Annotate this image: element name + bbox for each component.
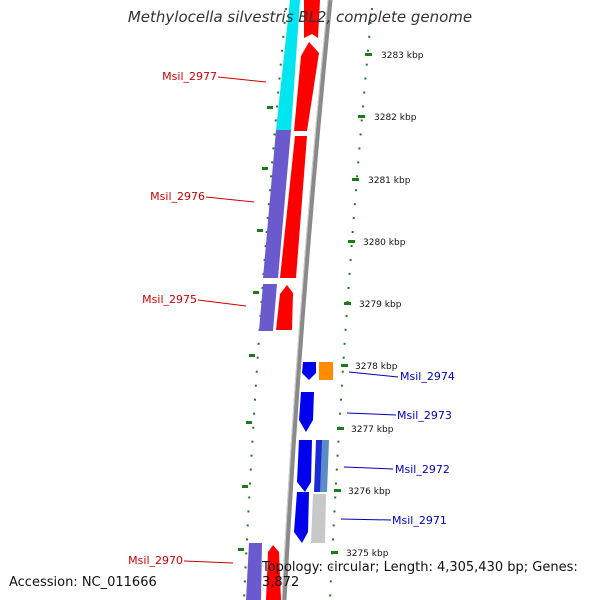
tick-dash (257, 229, 263, 232)
gene-block-msil-2971-gray[interactable] (311, 494, 326, 543)
label-leader (343, 466, 394, 470)
tick-dash (246, 421, 252, 424)
gene-block-msil-2977-cyan[interactable] (276, 0, 300, 130)
label-leader (217, 76, 267, 83)
scale-ticks: 3283 kbp 3282 kbp 3281 kbp 3280 kbp 3279… (331, 51, 424, 559)
gene-block-msil-2976-purple[interactable] (263, 130, 291, 278)
gene-arrow-red-2[interactable] (294, 42, 319, 131)
gene-label-right[interactable]: Msil_2973 (397, 409, 452, 422)
tick-label: 3279 kbp (359, 300, 402, 310)
label-leader (340, 518, 392, 521)
label-leader (205, 196, 255, 203)
tick-label: 3276 kbp (348, 487, 391, 497)
tick-mark (344, 302, 351, 305)
gene-block-msil-2970-purple[interactable] (246, 543, 262, 600)
gene-block-msil-2974-orange[interactable] (319, 362, 333, 380)
gene-label-left[interactable]: Msil_2976 (150, 190, 205, 203)
tick-mark (348, 240, 355, 243)
label-leader (183, 560, 234, 564)
gene-arrow-red-3[interactable] (280, 136, 307, 278)
gene-label-right[interactable]: Msil_2971 (392, 514, 447, 527)
gene-arrow-msil-2974-blue[interactable] (302, 362, 316, 380)
topology-text: Topology: circular; Length: 4,305,430 bp… (262, 560, 578, 590)
right-gene-labels: Msil_2974 Msil_2973 Msil_2972 Msil_2971 (340, 370, 455, 527)
tick-dash (262, 167, 268, 170)
tick-dash (249, 354, 255, 357)
tick-label: 3278 kbp (355, 362, 398, 372)
tick-label: 3281 kbp (368, 176, 411, 186)
tick-label: 3277 kbp (351, 425, 394, 435)
tick-mark (358, 115, 365, 118)
gene-block-msil-2975-purple[interactable] (259, 284, 277, 331)
gene-arrow-red-4[interactable] (276, 285, 293, 330)
tick-mark (337, 427, 344, 430)
tick-dash (267, 106, 273, 109)
tick-dash (238, 548, 244, 551)
tick-mark (365, 53, 372, 56)
tick-mark (352, 178, 359, 181)
tick-dash (242, 485, 248, 488)
genome-backbone-highlight (281, 0, 329, 600)
label-leader (348, 371, 399, 378)
gene-label-right[interactable]: Msil_2974 (400, 370, 455, 383)
gene-arrow-red-5[interactable] (266, 545, 281, 600)
gene-arrow-msil-2971-blue[interactable] (294, 492, 309, 543)
tick-label: 3275 kbp (346, 549, 389, 559)
tick-mark (334, 489, 341, 492)
genome-backbone (281, 0, 333, 600)
gene-label-left[interactable]: Msil_2970 (128, 554, 183, 567)
gene-label-left[interactable]: Msil_2977 (162, 70, 217, 83)
tick-label: 3282 kbp (374, 113, 417, 123)
accession-text: Accession: NC_011666 (9, 575, 157, 590)
gene-arrow-msil-2972-blue[interactable] (297, 440, 312, 492)
label-leader (197, 299, 247, 307)
tick-label: 3280 kbp (363, 238, 406, 248)
gene-label-left[interactable]: Msil_2975 (142, 293, 197, 306)
tick-label: 3283 kbp (381, 51, 424, 61)
gene-label-right[interactable]: Msil_2972 (395, 463, 450, 476)
genome-title: Methylocella silvestris BL2, complete ge… (127, 8, 473, 26)
label-leader (346, 412, 397, 416)
tick-mark (331, 551, 338, 554)
gene-arrow-msil-2973-blue[interactable] (299, 392, 314, 432)
tick-dash (253, 291, 259, 294)
gene-block-msil-2972-steel[interactable] (320, 440, 329, 492)
gene-arrow-red-1[interactable] (304, 0, 320, 38)
left-gene-labels: Msil_2977 Msil_2976 Msil_2975 Msil_2970 (128, 70, 267, 567)
left-ring-dashes (238, 106, 273, 551)
tick-mark (341, 364, 348, 367)
